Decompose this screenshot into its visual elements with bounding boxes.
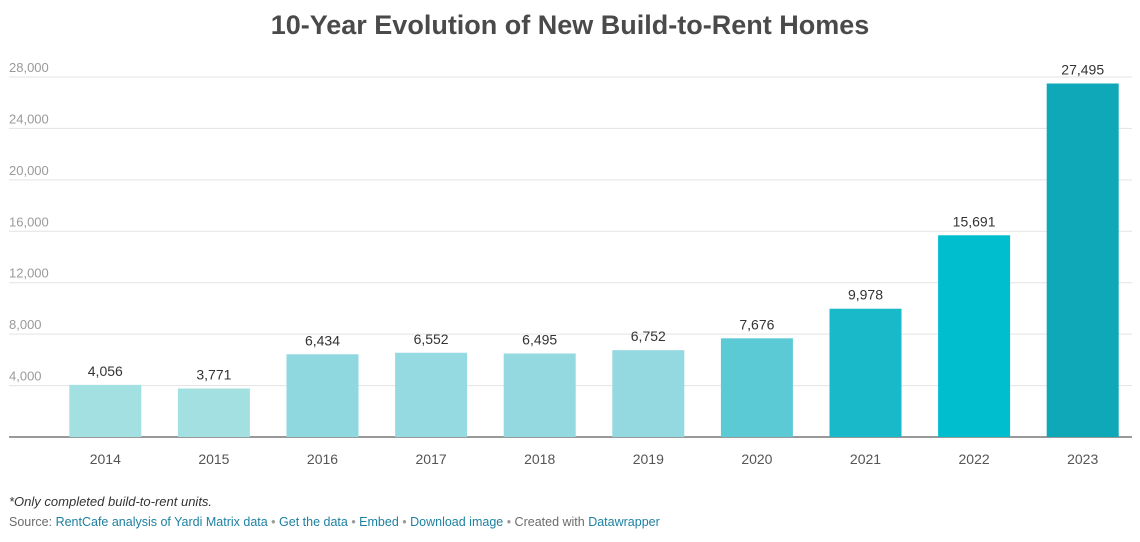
source-line: Source: RentCafe analysis of Yardi Matri…	[9, 515, 660, 529]
bar	[395, 352, 468, 437]
bar	[938, 235, 1011, 437]
separator: •	[503, 515, 515, 529]
separator: •	[347, 515, 360, 529]
bar	[69, 384, 142, 437]
data-label: 6,552	[414, 331, 449, 347]
gridlines: 4,000 8,000 12,000 16,000 20,000 24,000 28,000	[9, 60, 1132, 438]
separator: •	[267, 515, 280, 529]
bar	[829, 308, 902, 437]
chart-title: 10-Year Evolution of New Build-to-Rent H…	[270, 10, 870, 40]
x-tick-label: 2021	[850, 451, 881, 467]
data-label: 7,676	[739, 316, 774, 332]
y-tick-label: 16,000	[9, 214, 49, 229]
source-link[interactable]: RentCafe analysis of Yardi Matrix data	[55, 515, 268, 529]
datawrapper-link[interactable]: Datawrapper	[588, 515, 660, 529]
bar	[720, 338, 793, 437]
embed-link[interactable]: Embed	[359, 515, 399, 529]
x-tick-label: 2016	[307, 451, 338, 467]
data-label: 6,434	[305, 332, 340, 348]
x-tick-label: 2017	[416, 451, 447, 467]
y-tick-label: 12,000	[9, 266, 49, 281]
x-tick-label: 2014	[90, 451, 121, 467]
data-label: 27,495	[1061, 61, 1104, 77]
data-label: 15,691	[953, 213, 996, 229]
x-tick-label: 2019	[633, 451, 664, 467]
bar	[286, 354, 359, 437]
x-axis-ticks: 2014 2015 2016 2017 2018 2019 2020 2021 2022 2023	[90, 451, 1099, 467]
data-label: 6,752	[631, 328, 666, 344]
footnote: *Only completed build-to-rent units.	[9, 494, 213, 509]
bar	[612, 350, 685, 437]
x-tick-label: 2015	[198, 451, 229, 467]
x-tick-label: 2022	[959, 451, 990, 467]
y-tick-label: 24,000	[9, 111, 49, 126]
bar	[1046, 83, 1119, 437]
data-label: 3,771	[196, 367, 231, 383]
data-label: 6,495	[522, 331, 557, 347]
y-tick-label: 28,000	[9, 60, 49, 75]
created-with-text: Created with	[514, 515, 589, 529]
x-tick-label: 2023	[1067, 451, 1098, 467]
y-tick-label: 20,000	[9, 163, 49, 178]
x-tick-label: 2020	[741, 451, 772, 467]
separator: •	[398, 515, 411, 529]
download-image-link[interactable]: Download image	[410, 515, 504, 529]
value-labels: 4,056 3,771 6,434 6,552 6,495 6,752 7,676 9,978…	[88, 61, 1105, 382]
bar-chart: 4,000 8,000 12,000 16,000 20,000 24,000 28,000…	[9, 60, 1132, 467]
y-tick-label: 8,000	[9, 317, 42, 332]
source-prefix: Source:	[9, 515, 56, 529]
get-data-link[interactable]: Get the data	[279, 515, 348, 529]
bar	[503, 353, 576, 437]
y-tick-label: 4,000	[9, 369, 42, 384]
data-label: 4,056	[88, 363, 123, 379]
bars	[69, 83, 1119, 437]
bar	[177, 388, 250, 437]
x-tick-label: 2018	[524, 451, 555, 467]
data-label: 9,978	[848, 287, 883, 303]
